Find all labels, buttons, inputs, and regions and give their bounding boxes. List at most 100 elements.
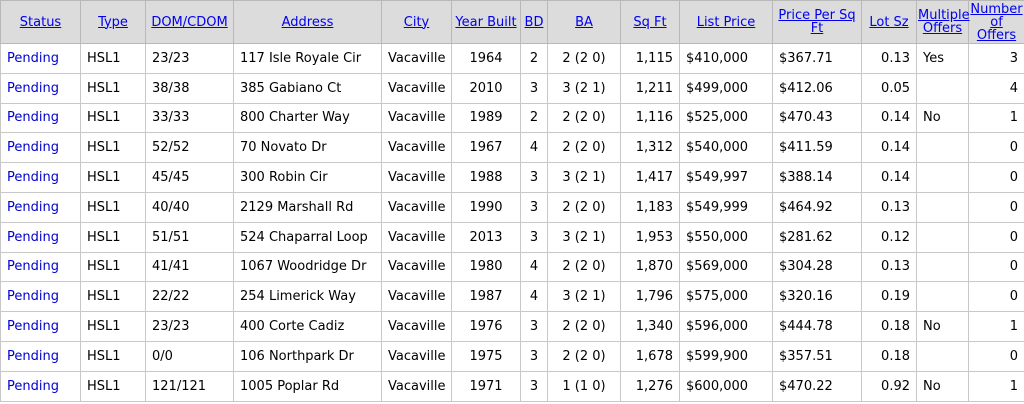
status-link[interactable]: Pending xyxy=(0,251,81,283)
cell: HSL1 xyxy=(80,251,146,283)
listing-row: Pending HSL1 0/0 106 Northpark Dr Vacaville 1… xyxy=(0,340,1024,372)
cell: 51/51 xyxy=(145,221,234,253)
status-link[interactable]: Pending xyxy=(0,370,81,402)
listing-row: Pending HSL1 33/33 800 Charter Way Vacaville… xyxy=(0,102,1024,134)
sort-link[interactable]: List Price xyxy=(696,14,756,30)
cell: No xyxy=(916,370,969,402)
status-link[interactable]: Pending xyxy=(0,281,81,313)
cell: 33/33 xyxy=(145,102,234,134)
status-link[interactable]: Pending xyxy=(0,43,81,74)
sort-link[interactable]: Status xyxy=(19,14,62,30)
cell: $464.92 xyxy=(772,191,862,223)
column-header: City xyxy=(381,0,452,44)
cell: 300 Robin Cir xyxy=(233,162,382,193)
cell: $575,000 xyxy=(679,281,773,313)
cell: HSL1 xyxy=(80,340,146,372)
status-link[interactable]: Pending xyxy=(0,311,81,342)
column-header: Year Built xyxy=(451,0,521,44)
status-link[interactable]: Pending xyxy=(0,340,81,372)
sort-link[interactable]: City xyxy=(403,14,430,30)
cell: 1990 xyxy=(451,191,521,223)
cell: 1,115 xyxy=(620,43,680,74)
column-header: Multiple Offers xyxy=(916,0,970,44)
cell: 0.13 xyxy=(861,191,917,223)
listing-row: Pending HSL1 45/45 300 Robin Cir Vacaville 19… xyxy=(0,162,1024,193)
sort-link[interactable]: Year Built xyxy=(455,14,517,30)
cell: 2013 xyxy=(451,221,521,253)
sort-link[interactable]: BA xyxy=(575,14,593,30)
column-header: Number of Offers xyxy=(968,0,1024,44)
sort-link[interactable]: Sq Ft xyxy=(633,14,667,30)
cell: $367.71 xyxy=(772,43,862,74)
cell: 3 xyxy=(520,370,548,402)
sort-link[interactable]: Multiple Offers xyxy=(918,8,970,36)
cell: 0.14 xyxy=(861,102,917,134)
cell: 1,183 xyxy=(620,191,680,223)
cell: 0.13 xyxy=(861,43,917,74)
cell: HSL1 xyxy=(80,191,146,223)
status-link[interactable]: Pending xyxy=(0,102,81,134)
cell: 254 Limerick Way xyxy=(233,281,382,313)
cell: 22/22 xyxy=(145,281,234,313)
cell: 2 xyxy=(520,102,548,134)
cell: $599,900 xyxy=(679,340,773,372)
cell: HSL1 xyxy=(80,162,146,193)
cell: 4 xyxy=(968,72,1024,104)
sort-link[interactable]: Lot Sz xyxy=(869,14,909,30)
cell xyxy=(916,72,969,104)
cell: 385 Gabiano Ct xyxy=(233,72,382,104)
cell: $388.14 xyxy=(772,162,862,193)
cell: 40/40 xyxy=(145,191,234,223)
cell: 52/52 xyxy=(145,132,234,164)
table-body: Pending HSL1 23/23 117 Isle Royale Cir Vacav… xyxy=(0,43,1024,402)
column-header: Type xyxy=(80,0,146,44)
cell: $550,000 xyxy=(679,221,773,253)
cell: 1,116 xyxy=(620,102,680,134)
cell: 3 xyxy=(520,191,548,223)
cell: 2 (2 0) xyxy=(547,311,621,342)
status-link[interactable]: Pending xyxy=(0,191,81,223)
listing-row: Pending HSL1 52/52 70 Novato Dr Vacaville 196… xyxy=(0,132,1024,164)
cell: $569,000 xyxy=(679,251,773,283)
status-link[interactable]: Pending xyxy=(0,162,81,193)
cell: HSL1 xyxy=(80,281,146,313)
cell: 3 xyxy=(520,221,548,253)
cell: 2010 xyxy=(451,72,521,104)
cell: HSL1 xyxy=(80,221,146,253)
cell: 1971 xyxy=(451,370,521,402)
cell: HSL1 xyxy=(80,370,146,402)
listing-row: Pending HSL1 23/23 400 Corte Cadiz Vacaville… xyxy=(0,311,1024,342)
cell: $525,000 xyxy=(679,102,773,134)
cell: 0.14 xyxy=(861,162,917,193)
listing-row: Pending HSL1 22/22 254 Limerick Way Vacavill… xyxy=(0,281,1024,313)
cell: Vacaville xyxy=(381,132,452,164)
column-header: BA xyxy=(547,0,621,44)
cell: 41/41 xyxy=(145,251,234,283)
cell: $444.78 xyxy=(772,311,862,342)
sort-link[interactable]: BD xyxy=(524,14,544,30)
cell: Vacaville xyxy=(381,221,452,253)
cell: 1,870 xyxy=(620,251,680,283)
cell: 117 Isle Royale Cir xyxy=(233,43,382,74)
cell: Vacaville xyxy=(381,43,452,74)
cell: 1987 xyxy=(451,281,521,313)
sort-link[interactable]: DOM/CDOM xyxy=(151,14,228,30)
cell: Yes xyxy=(916,43,969,74)
sort-link[interactable]: Number of Offers xyxy=(970,1,1023,43)
cell: $320.16 xyxy=(772,281,862,313)
cell: $304.28 xyxy=(772,251,862,283)
status-link[interactable]: Pending xyxy=(0,221,81,253)
listing-row: Pending HSL1 51/51 524 Chaparral Loop Vacavi… xyxy=(0,221,1024,253)
sort-link[interactable]: Type xyxy=(98,14,128,30)
sort-link[interactable]: Address xyxy=(281,14,334,30)
column-header: DOM/CDOM xyxy=(145,0,234,44)
cell: 4 xyxy=(520,281,548,313)
status-link[interactable]: Pending xyxy=(0,132,81,164)
cell: 3 (2 1) xyxy=(547,72,621,104)
cell: 0/0 xyxy=(145,340,234,372)
listing-row: Pending HSL1 40/40 2129 Marshall Rd Vacavill… xyxy=(0,191,1024,223)
cell: 2129 Marshall Rd xyxy=(233,191,382,223)
cell: Vacaville xyxy=(381,281,452,313)
status-link[interactable]: Pending xyxy=(0,72,81,104)
sort-link[interactable]: Price Per Sq Ft xyxy=(778,8,856,36)
